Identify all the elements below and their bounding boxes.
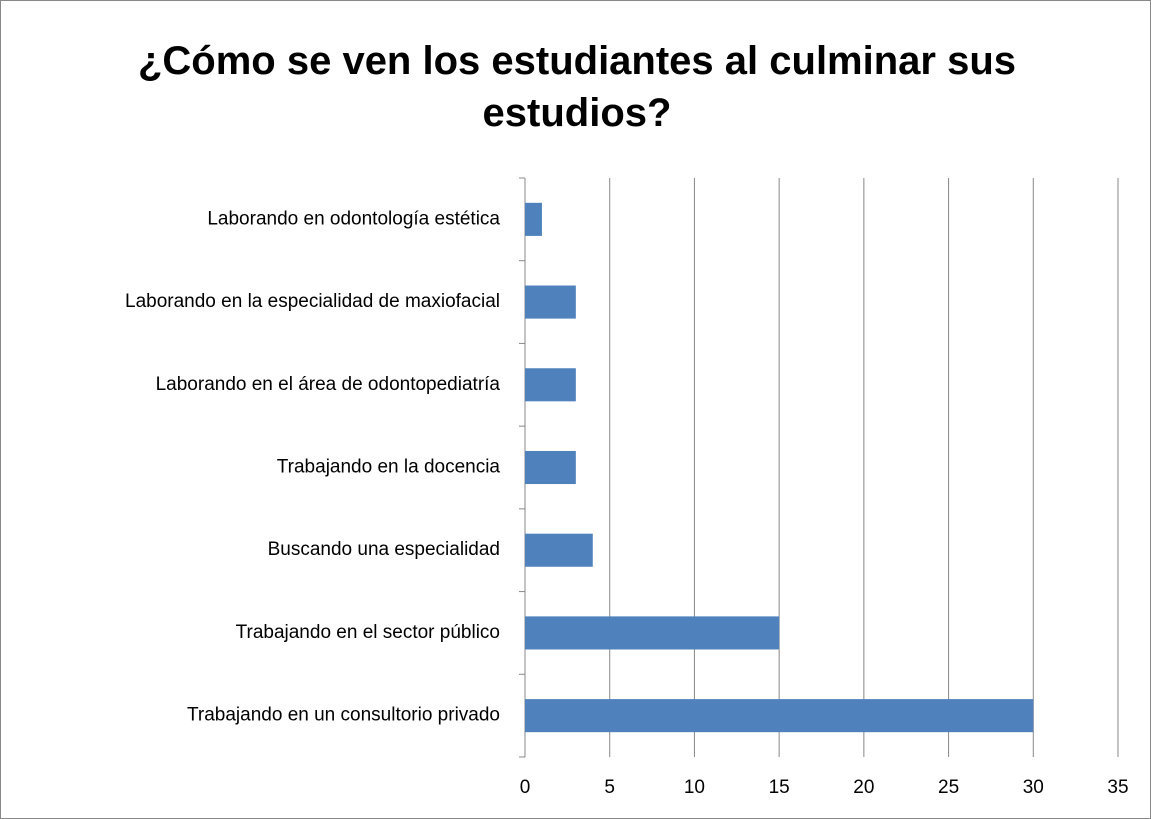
- bar: [525, 450, 576, 485]
- y-tick-label: Trabajando en la docencia: [277, 457, 501, 478]
- y-tick-label: Laborando en odontología estética: [207, 208, 500, 229]
- bar: [525, 202, 542, 236]
- x-tick-label: 30: [1023, 777, 1044, 798]
- chart-title: ¿Cómo se ven los estudiantes al culminar…: [137, 39, 1017, 135]
- x-tick-label: 10: [684, 777, 705, 798]
- y-tick-label: Laborando en la especialidad de maxiofac…: [125, 291, 500, 312]
- bar: [525, 285, 576, 319]
- y-tick-label: Laborando en el área de odontopediatría: [156, 374, 501, 395]
- x-tick-label: 0: [520, 777, 531, 798]
- bar: [525, 533, 593, 567]
- x-tick-label: 15: [769, 777, 790, 798]
- x-tick-label: 25: [938, 777, 959, 798]
- y-tick-label: Trabajando en un consultorio privado: [187, 705, 500, 726]
- y-tick-label: Trabajando en el sector público: [236, 622, 500, 643]
- x-tick-label: 35: [1107, 777, 1128, 798]
- x-tick-label: 20: [853, 777, 874, 798]
- y-tick-label: Buscando una especialidad: [268, 539, 500, 560]
- x-tick-label: 5: [604, 777, 615, 798]
- bar: [525, 699, 1034, 733]
- bar: [525, 368, 576, 402]
- bar: [525, 616, 780, 650]
